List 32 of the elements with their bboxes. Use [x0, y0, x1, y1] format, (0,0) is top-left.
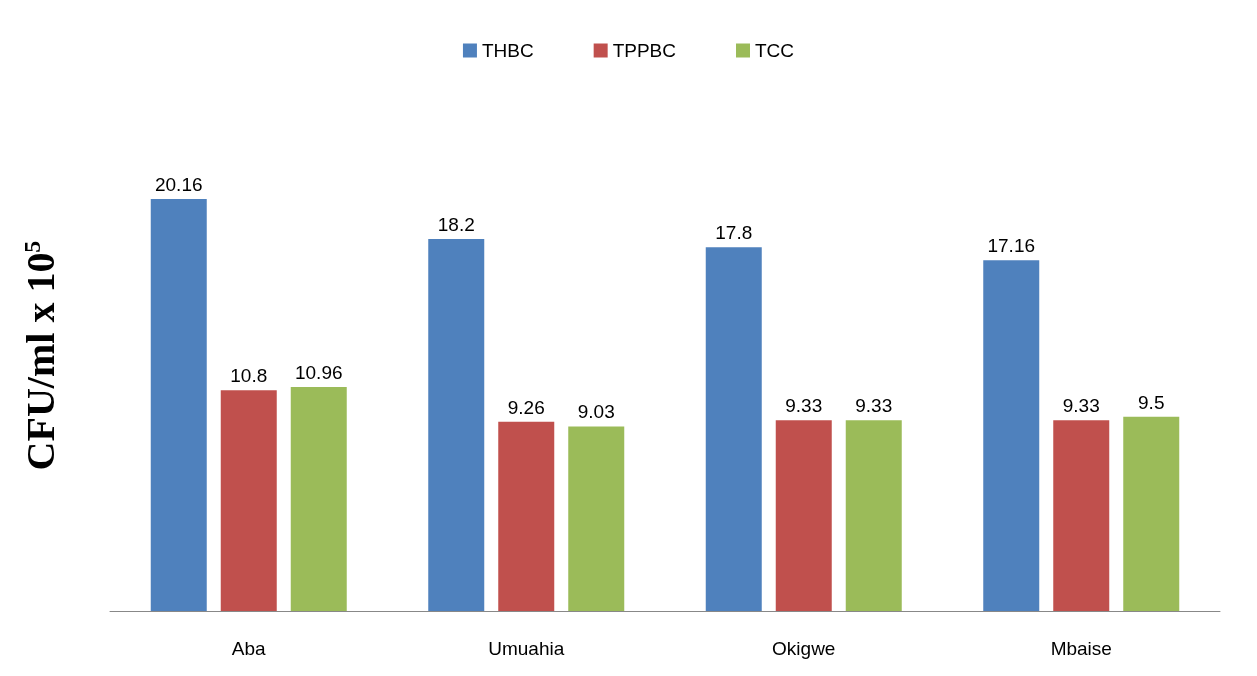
legend-label: TCC — [755, 40, 795, 61]
bar — [1053, 420, 1110, 611]
data-label: 9.03 — [577, 401, 615, 423]
x-tick-label: Aba — [231, 638, 267, 659]
data-label: 9.33 — [1062, 395, 1100, 417]
bar — [983, 260, 1040, 611]
bar — [1123, 416, 1180, 611]
data-label: 10.96 — [294, 361, 343, 383]
y-axis-title: CFU/ml x 105 — [17, 240, 63, 471]
data-label: 18.2 — [437, 213, 475, 235]
data-label: 17.8 — [715, 222, 753, 244]
bar — [498, 421, 555, 611]
legend-label: THBC — [481, 40, 534, 61]
data-label: 9.33 — [785, 395, 823, 417]
bar — [775, 420, 832, 611]
bar — [150, 198, 207, 611]
bar — [290, 386, 347, 611]
data-label: 9.26 — [507, 396, 545, 418]
data-label: 9.5 — [1138, 391, 1165, 413]
legend-label: TPPBC — [612, 40, 677, 61]
data-label: 10.8 — [230, 365, 268, 387]
bar — [428, 238, 485, 611]
x-tick-label: Mbaise — [1050, 638, 1112, 659]
x-tick-label: Umuahia — [488, 638, 565, 659]
data-label: 9.33 — [855, 395, 893, 417]
data-label: 20.16 — [154, 173, 203, 195]
x-tick-label: Okigwe — [772, 638, 836, 659]
bar — [705, 247, 762, 611]
bar — [220, 390, 277, 611]
bar — [568, 426, 625, 611]
bar — [845, 420, 902, 611]
data-label: 17.16 — [987, 235, 1036, 257]
